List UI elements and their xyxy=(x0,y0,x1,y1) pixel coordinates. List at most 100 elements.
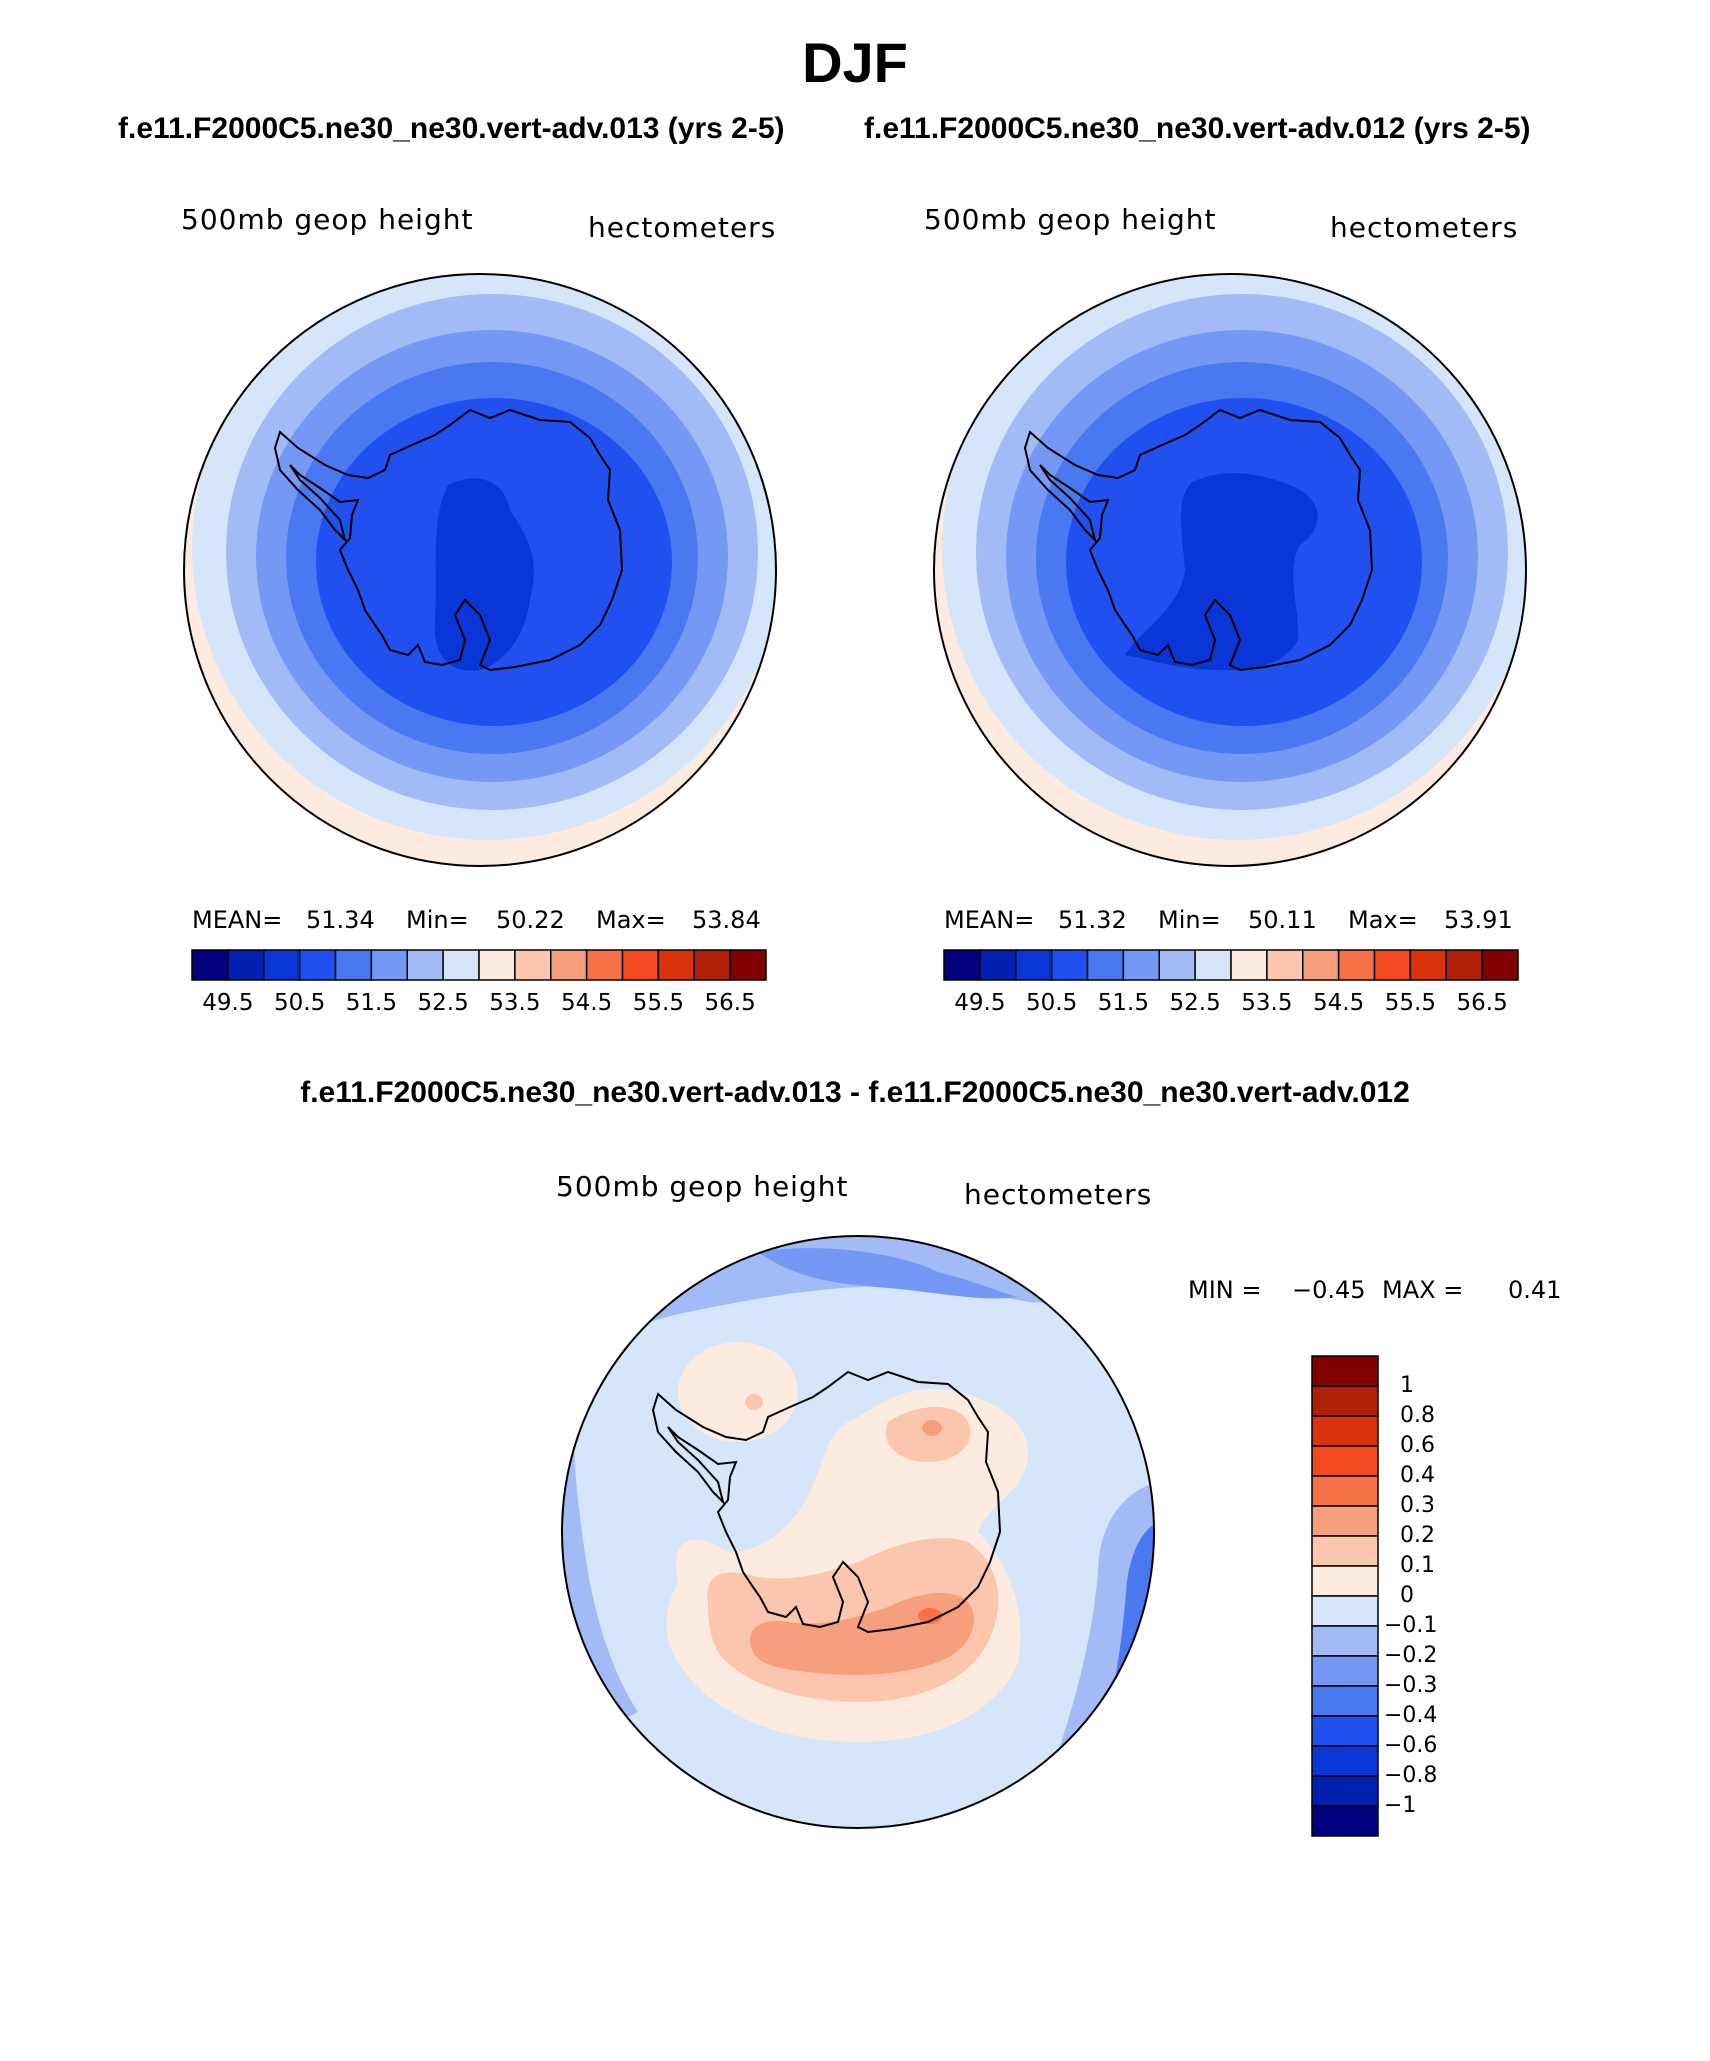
colorbar-swatch xyxy=(298,949,337,981)
diff-max-value: 0.41 xyxy=(1508,1276,1562,1304)
colorbar-tick-label: 0.6 xyxy=(1400,1433,1435,1458)
colorbar-tick-label: −0.6 xyxy=(1384,1733,1438,1758)
colorbar-swatch xyxy=(1158,949,1196,981)
left-mean-value: 51.34 xyxy=(306,906,375,934)
colorbar-tick-label: 49.5 xyxy=(954,990,1006,1016)
colorbar-tick-label: −0.8 xyxy=(1384,1763,1438,1788)
colorbar-tick-label: 0.4 xyxy=(1400,1463,1435,1488)
colorbar-tick-label: 52.5 xyxy=(1169,990,1221,1016)
colorbar-swatch xyxy=(1311,1385,1379,1417)
colorbar-swatch xyxy=(478,949,516,981)
diff-band-pos02-nw xyxy=(745,1394,763,1410)
case1-title: f.e11.F2000C5.ne30_ne30.vert-adv.013 (yr… xyxy=(118,112,785,145)
colorbar-tick-label: 1 xyxy=(1400,1373,1414,1398)
colorbar-swatch xyxy=(1311,1565,1379,1597)
diff-map xyxy=(561,1235,1155,1829)
colorbar-tick-label: 0.3 xyxy=(1400,1493,1435,1518)
colorbar-tick-label: 50.5 xyxy=(1026,990,1078,1016)
right-colorbar xyxy=(943,949,1519,981)
colorbar-swatch xyxy=(1445,949,1483,981)
colorbar-tick-label: −0.4 xyxy=(1384,1703,1438,1728)
colorbar-tick-label: −0.3 xyxy=(1384,1673,1438,1698)
diff-min-value: −0.45 xyxy=(1292,1276,1366,1304)
right-min-label: Min= xyxy=(1158,906,1221,934)
colorbar-swatch xyxy=(1409,949,1447,981)
left-colorbar xyxy=(191,949,767,981)
left-antarctica-coastline xyxy=(273,408,624,672)
left-map-border xyxy=(183,273,777,867)
colorbar-swatch xyxy=(1230,949,1268,981)
diff-map-border xyxy=(561,1235,1155,1829)
colorbar-swatch xyxy=(1311,1475,1379,1507)
diff-min-label: MIN = xyxy=(1188,1276,1262,1304)
colorbar-tick-label: 52.5 xyxy=(417,990,469,1016)
right-band-50 xyxy=(1125,473,1318,671)
colorbar-swatch xyxy=(1311,1625,1379,1657)
diff-antarctica-coastline xyxy=(651,1370,1002,1634)
colorbar-swatch xyxy=(334,949,373,981)
right-units-label: hectometers xyxy=(1330,211,1519,244)
colorbar-tick-label: 51.5 xyxy=(345,990,397,1016)
figure-title: DJF xyxy=(802,31,908,94)
colorbar-swatch xyxy=(550,949,588,981)
right-max-label: Max= xyxy=(1348,906,1418,934)
colorbar-swatch xyxy=(1311,1535,1379,1567)
colorbar-swatch xyxy=(1311,1595,1379,1627)
colorbar-swatch xyxy=(1481,949,1519,981)
colorbar-swatch xyxy=(1311,1355,1379,1387)
colorbar-tick-label: 56.5 xyxy=(704,990,756,1016)
colorbar-swatch xyxy=(1266,949,1304,981)
diff-band-neg03-north xyxy=(758,1248,1018,1299)
colorbar-tick-label: 54.5 xyxy=(1313,990,1365,1016)
colorbar-swatch xyxy=(1086,949,1125,981)
diff-band-pos04-south xyxy=(918,1608,942,1624)
diff-variable-label: 500mb geop height xyxy=(556,1170,849,1203)
colorbar-tick-label: −0.1 xyxy=(1384,1613,1438,1638)
colorbar-swatch xyxy=(1311,1655,1379,1687)
diff-band-pos01-nw xyxy=(678,1342,798,1442)
diff-band-pos03-south xyxy=(749,1592,974,1675)
right-map xyxy=(933,273,1527,867)
right-min-value: 50.11 xyxy=(1248,906,1317,934)
colorbar-swatch xyxy=(263,949,301,981)
left-max-value: 53.84 xyxy=(692,906,761,934)
colorbar-tick-label: −1 xyxy=(1384,1793,1417,1818)
left-min-label: Min= xyxy=(406,906,469,934)
diff-band-pos03-north xyxy=(922,1420,942,1436)
colorbar-swatch xyxy=(1194,949,1232,981)
colorbar-swatch xyxy=(1311,1445,1379,1477)
left-band-50 xyxy=(434,478,534,671)
colorbar-swatch xyxy=(943,949,981,981)
right-max-value: 53.91 xyxy=(1444,906,1513,934)
colorbar-swatch xyxy=(585,949,624,981)
colorbar-swatch xyxy=(1302,949,1340,981)
left-mean-label: MEAN= xyxy=(192,906,283,934)
colorbar-swatch xyxy=(1311,1775,1379,1807)
colorbar-swatch xyxy=(1015,949,1053,981)
colorbar-swatch xyxy=(1122,949,1160,981)
colorbar-swatch xyxy=(657,949,695,981)
colorbar-tick-label: 56.5 xyxy=(1456,990,1508,1016)
colorbar-swatch xyxy=(227,949,265,981)
colorbar-swatch xyxy=(1337,949,1376,981)
right-mean-label: MEAN= xyxy=(944,906,1035,934)
colorbar-swatch xyxy=(1311,1505,1379,1537)
colorbar-tick-label: 0.8 xyxy=(1400,1403,1435,1428)
left-max-label: Max= xyxy=(596,906,666,934)
case2-title: f.e11.F2000C5.ne30_ne30.vert-adv.012 (yr… xyxy=(864,112,1531,145)
colorbar-tick-label: 0 xyxy=(1400,1583,1414,1608)
colorbar-swatch xyxy=(1311,1715,1379,1747)
left-map xyxy=(183,273,777,867)
colorbar-swatch xyxy=(1311,1415,1379,1447)
colorbar-swatch xyxy=(979,949,1017,981)
colorbar-swatch xyxy=(514,949,552,981)
colorbar-swatch xyxy=(406,949,444,981)
diff-max-label: MAX = xyxy=(1382,1276,1464,1304)
left-variable-label: 500mb geop height xyxy=(181,203,474,236)
colorbar-tick-label: 55.5 xyxy=(632,990,684,1016)
colorbar-swatch xyxy=(693,949,731,981)
colorbar-tick-label: 53.5 xyxy=(1241,990,1293,1016)
diff-units-label: hectometers xyxy=(964,1178,1153,1211)
colorbar-swatch xyxy=(1311,1805,1379,1837)
colorbar-tick-label: 0.1 xyxy=(1400,1553,1435,1578)
